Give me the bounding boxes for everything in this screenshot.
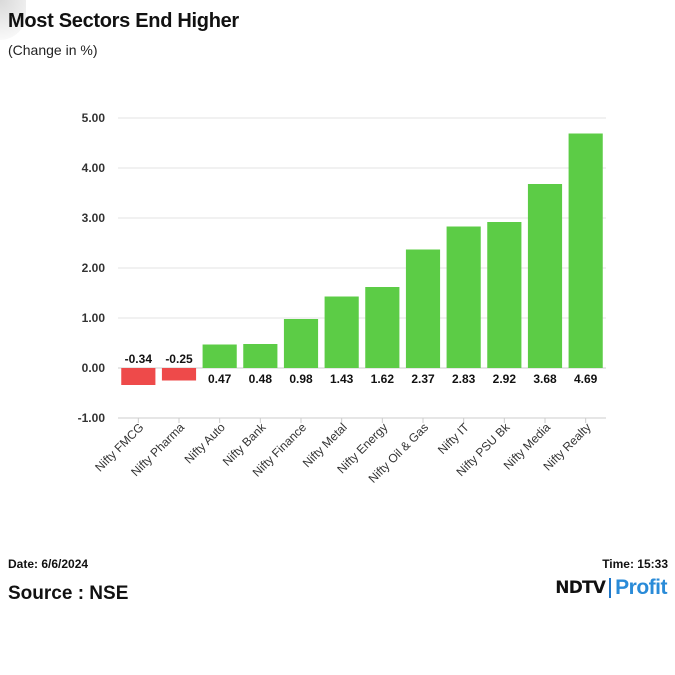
chart-subtitle: (Change in %) [8,42,98,58]
data-label: 3.68 [533,372,557,386]
data-label: -0.25 [165,352,193,366]
bar [161,368,197,381]
date-label: Date: 6/6/2024 [8,557,89,571]
bar [446,226,481,368]
x-tick-label: Nifty IT [435,420,472,457]
time-label: Time: 15:33 [602,557,668,571]
y-tick-label: 2.00 [82,261,106,275]
logo-brand: NDTV [555,578,606,598]
y-tick-label: 4.00 [82,161,106,175]
chart-title: Most Sectors End Higher [8,10,239,32]
y-tick-label: 0.00 [82,361,106,375]
data-label: 0.47 [208,372,232,386]
bar [527,184,563,368]
bar [243,344,278,368]
bar [121,368,156,385]
y-tick-label: 1.00 [82,311,106,325]
bar [365,287,400,368]
bar [568,133,603,368]
data-label: 2.92 [493,372,517,386]
y-tick-label: -1.00 [78,411,106,425]
data-label: 2.37 [411,372,435,386]
data-label: 4.69 [574,372,598,386]
bar [283,319,319,368]
bar [487,222,522,368]
bar-chart: -1.00 0.00 1.00 2.00 3.00 4.00 5.00 -0.34 Nifty … [78,111,606,486]
data-label: 1.62 [371,372,395,386]
bar [324,296,359,368]
source-label: Source : NSE [8,583,129,604]
ndtv-profit-logo: NDTV Profit [555,576,667,600]
data-label: 0.98 [289,372,313,386]
bar [202,344,237,368]
logo-separator [609,578,612,598]
data-label: 1.43 [330,372,354,386]
logo-product: Profit [615,576,667,599]
y-tick-label: 5.00 [82,111,106,125]
data-label: 2.83 [452,372,476,386]
bar [405,249,441,368]
y-tick-label: 3.00 [82,211,106,225]
data-label: 0.48 [249,372,273,386]
data-label: -0.34 [125,352,153,366]
